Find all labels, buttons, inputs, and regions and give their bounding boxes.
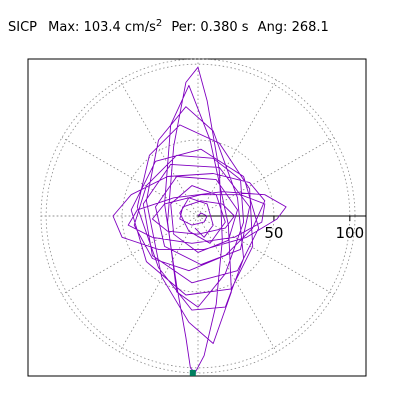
period-value: 0.380 s: [200, 20, 249, 35]
grid-spoke-60: [197, 79, 277, 217]
period-label: Per:: [171, 20, 197, 35]
grid-spoke-210: [61, 215, 199, 295]
r-tick-label-1: 100: [336, 224, 365, 242]
station-code: SICP: [8, 20, 38, 35]
peak-marker: [189, 369, 196, 376]
orbit-trace: [112, 66, 287, 374]
max-value: 103.4 cm/s: [83, 20, 156, 35]
angle-label: Ang:: [257, 20, 288, 35]
plot-frame: [27, 58, 367, 377]
max-exponent: 2: [155, 18, 163, 29]
angle-value: 268.1: [291, 20, 329, 35]
grid-spoke-120: [119, 79, 199, 217]
grid-spoke-240: [119, 215, 199, 353]
radial-ticks: 50 100: [264, 216, 364, 242]
chart-header: SICP Max: 103.4 cm/s2 Per: 0.380 s Ang: …: [8, 18, 329, 35]
max-label: Max:: [48, 20, 80, 35]
r-tick-label-0: 50: [264, 224, 283, 242]
